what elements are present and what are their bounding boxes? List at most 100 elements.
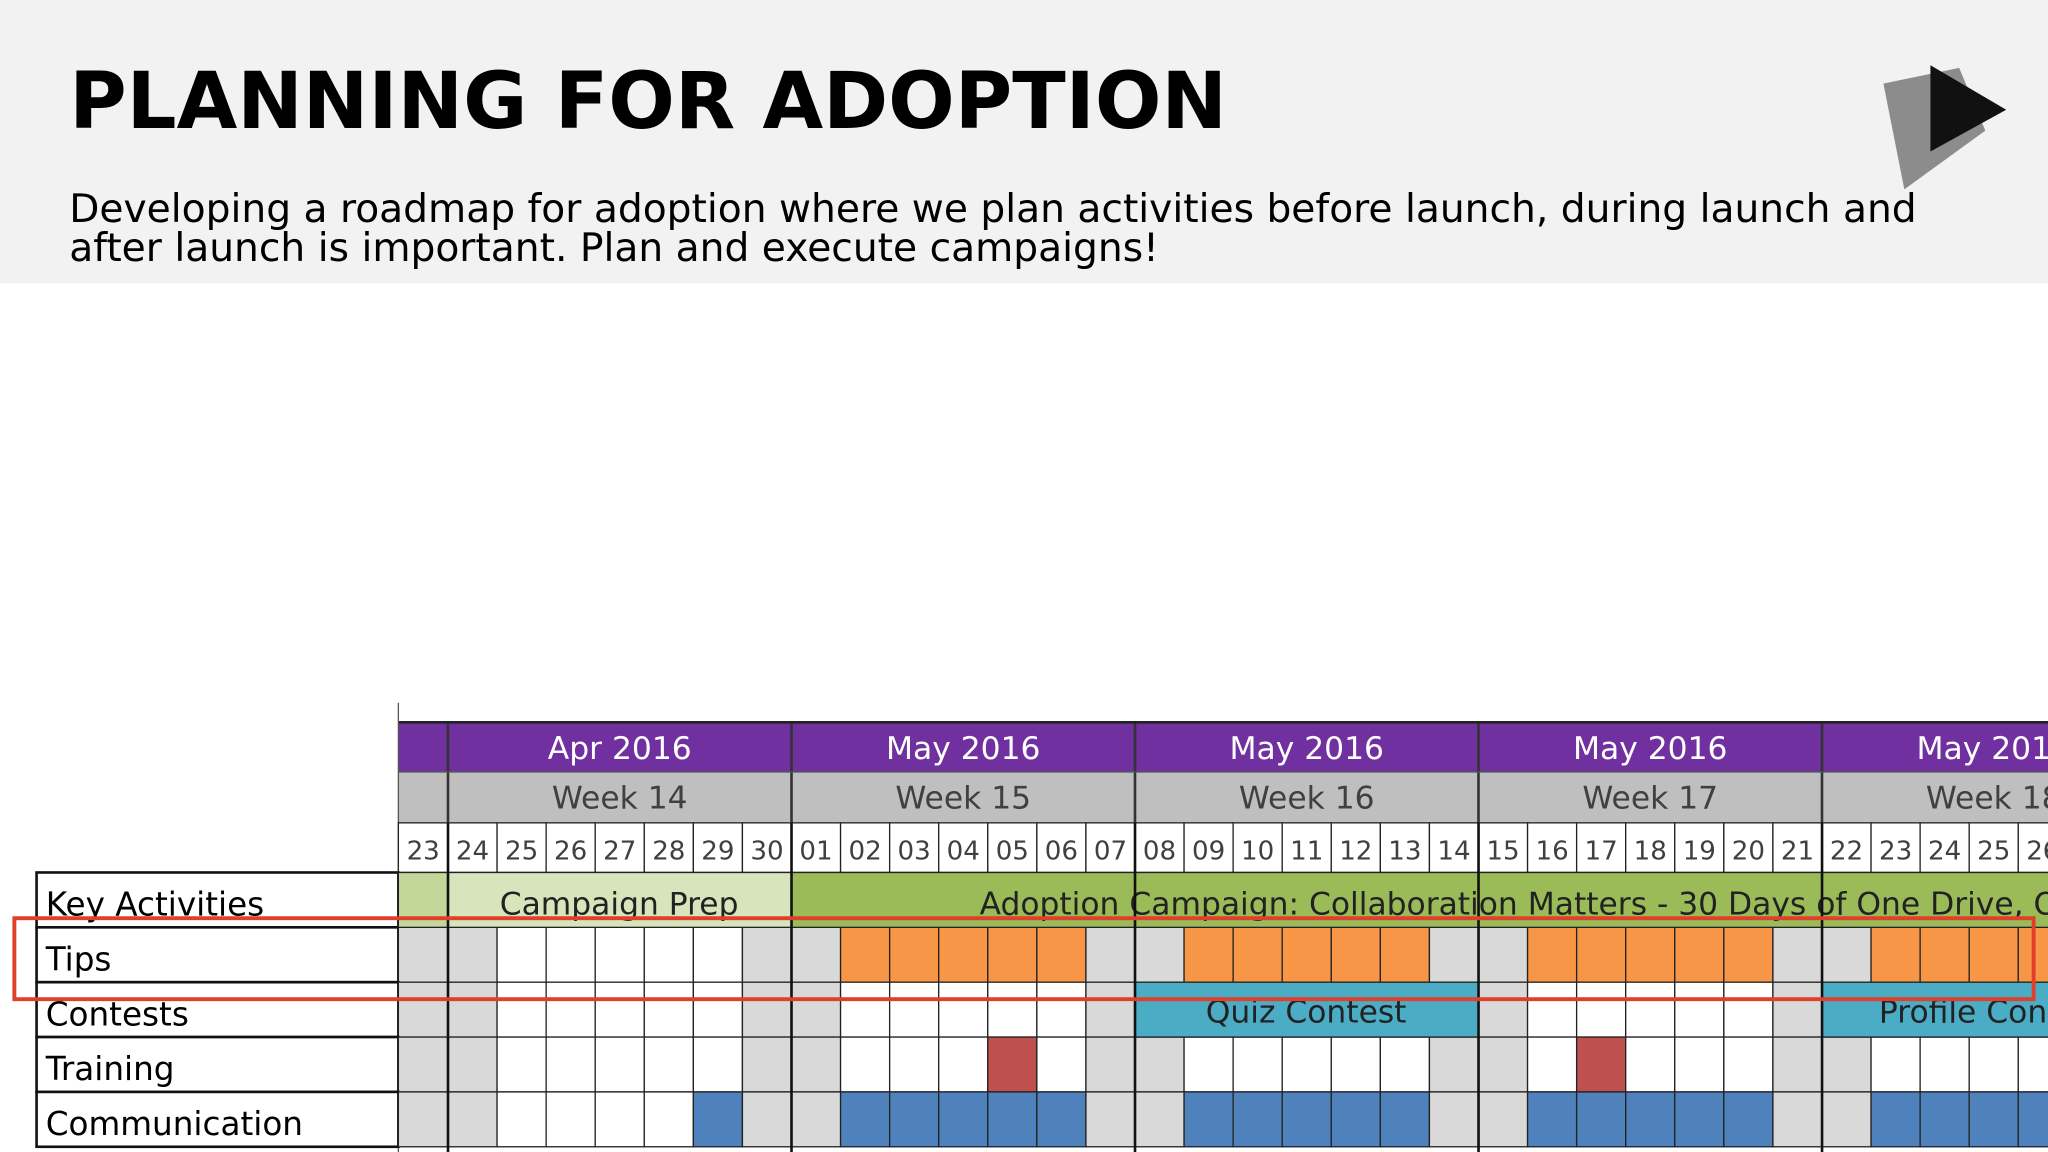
cell [1575, 981, 1627, 1038]
cell [1477, 1091, 1529, 1148]
day-label: 14 [1437, 836, 1470, 866]
cell [1428, 1091, 1480, 1148]
cell [1968, 1091, 2019, 1148]
cell [1379, 926, 1431, 983]
day-label: 22 [1830, 836, 1863, 866]
day-cell [1085, 822, 1136, 874]
month-label: May 2016 [1573, 731, 1727, 767]
cell [1379, 1091, 1431, 1148]
cell [1477, 1036, 1529, 1093]
cell [888, 926, 940, 983]
day-label: 23 [407, 836, 440, 866]
day-label: 21 [1781, 836, 1814, 866]
cell [496, 1091, 547, 1148]
cell [1526, 981, 1578, 1038]
cell [1870, 1036, 1921, 1093]
cell [1232, 926, 1283, 983]
cell [643, 926, 695, 983]
day-label: 24 [456, 836, 489, 866]
month-label: May 2016 [886, 731, 1040, 767]
day-label: 20 [1732, 836, 1765, 866]
highlight-box [12, 916, 2036, 1002]
day-cell [1134, 822, 1185, 874]
week-label: Week 14 [552, 780, 688, 816]
cell [1526, 1036, 1578, 1093]
cell [496, 981, 547, 1038]
cell [1085, 1036, 1136, 1093]
cell [1723, 1036, 1774, 1093]
cell [790, 926, 842, 983]
cell [1625, 926, 1676, 983]
month-row [398, 722, 2048, 772]
cell [1379, 1036, 1431, 1093]
day-label: 16 [1535, 836, 1568, 866]
day-label: 18 [1634, 836, 1667, 866]
cell [1575, 1091, 1627, 1148]
day-label: 15 [1486, 836, 1519, 866]
cell [1575, 1036, 1627, 1093]
day-label: 03 [898, 836, 931, 866]
day-cell [594, 822, 645, 874]
cell [1085, 981, 1136, 1038]
cell [1968, 1036, 2019, 1093]
cell [1183, 1091, 1234, 1148]
cell [1281, 1036, 1332, 1093]
cell [1134, 1036, 1185, 1093]
cell [545, 1036, 596, 1093]
cell [397, 926, 449, 983]
cell [987, 1036, 1038, 1093]
cell [839, 1036, 891, 1093]
week-label: Week 16 [1239, 780, 1375, 816]
cell [1232, 1091, 1283, 1148]
cell [447, 1091, 498, 1148]
cell [888, 1091, 940, 1148]
cell [938, 926, 989, 983]
day-cell [1036, 822, 1087, 874]
cell [790, 1091, 842, 1148]
cell [1575, 926, 1627, 983]
day-label: 06 [1045, 836, 1078, 866]
month-label: May 2016 [1230, 731, 1384, 767]
cell [594, 981, 645, 1038]
cell [1821, 926, 1872, 983]
day-label: 25 [1977, 836, 2010, 866]
cell [397, 981, 449, 1038]
cell [790, 1036, 842, 1093]
row-label: Contests [46, 995, 189, 1033]
cell [938, 1091, 989, 1148]
day-cell [1428, 822, 1480, 874]
cell [545, 981, 596, 1038]
cell [1036, 1091, 1087, 1148]
day-cell [888, 822, 940, 874]
cell [1674, 1036, 1725, 1093]
day-label: 10 [1241, 836, 1274, 866]
cell [643, 1091, 695, 1148]
day-cell [938, 822, 989, 874]
cell [1281, 1091, 1332, 1148]
cell [397, 1036, 449, 1093]
day-label: 28 [652, 836, 685, 866]
cell [741, 926, 793, 983]
cell [987, 926, 1038, 983]
cell [2017, 1036, 2048, 1093]
cell [938, 981, 989, 1038]
cell [839, 926, 891, 983]
cell [1281, 926, 1332, 983]
cell [1232, 1036, 1283, 1093]
cell [741, 981, 793, 1038]
day-label: 13 [1388, 836, 1421, 866]
day-label: 07 [1094, 836, 1127, 866]
cell [1330, 1036, 1382, 1093]
day-label: 24 [1928, 836, 1961, 866]
cell [692, 1091, 744, 1148]
day-cell [1575, 822, 1627, 874]
week-row [398, 771, 2048, 823]
month-label: May 2016 [1917, 731, 2048, 767]
cell [1625, 981, 1676, 1038]
cell [1526, 926, 1578, 983]
cell [1036, 981, 1087, 1038]
cell [1428, 1036, 1480, 1093]
cell [545, 1091, 596, 1148]
